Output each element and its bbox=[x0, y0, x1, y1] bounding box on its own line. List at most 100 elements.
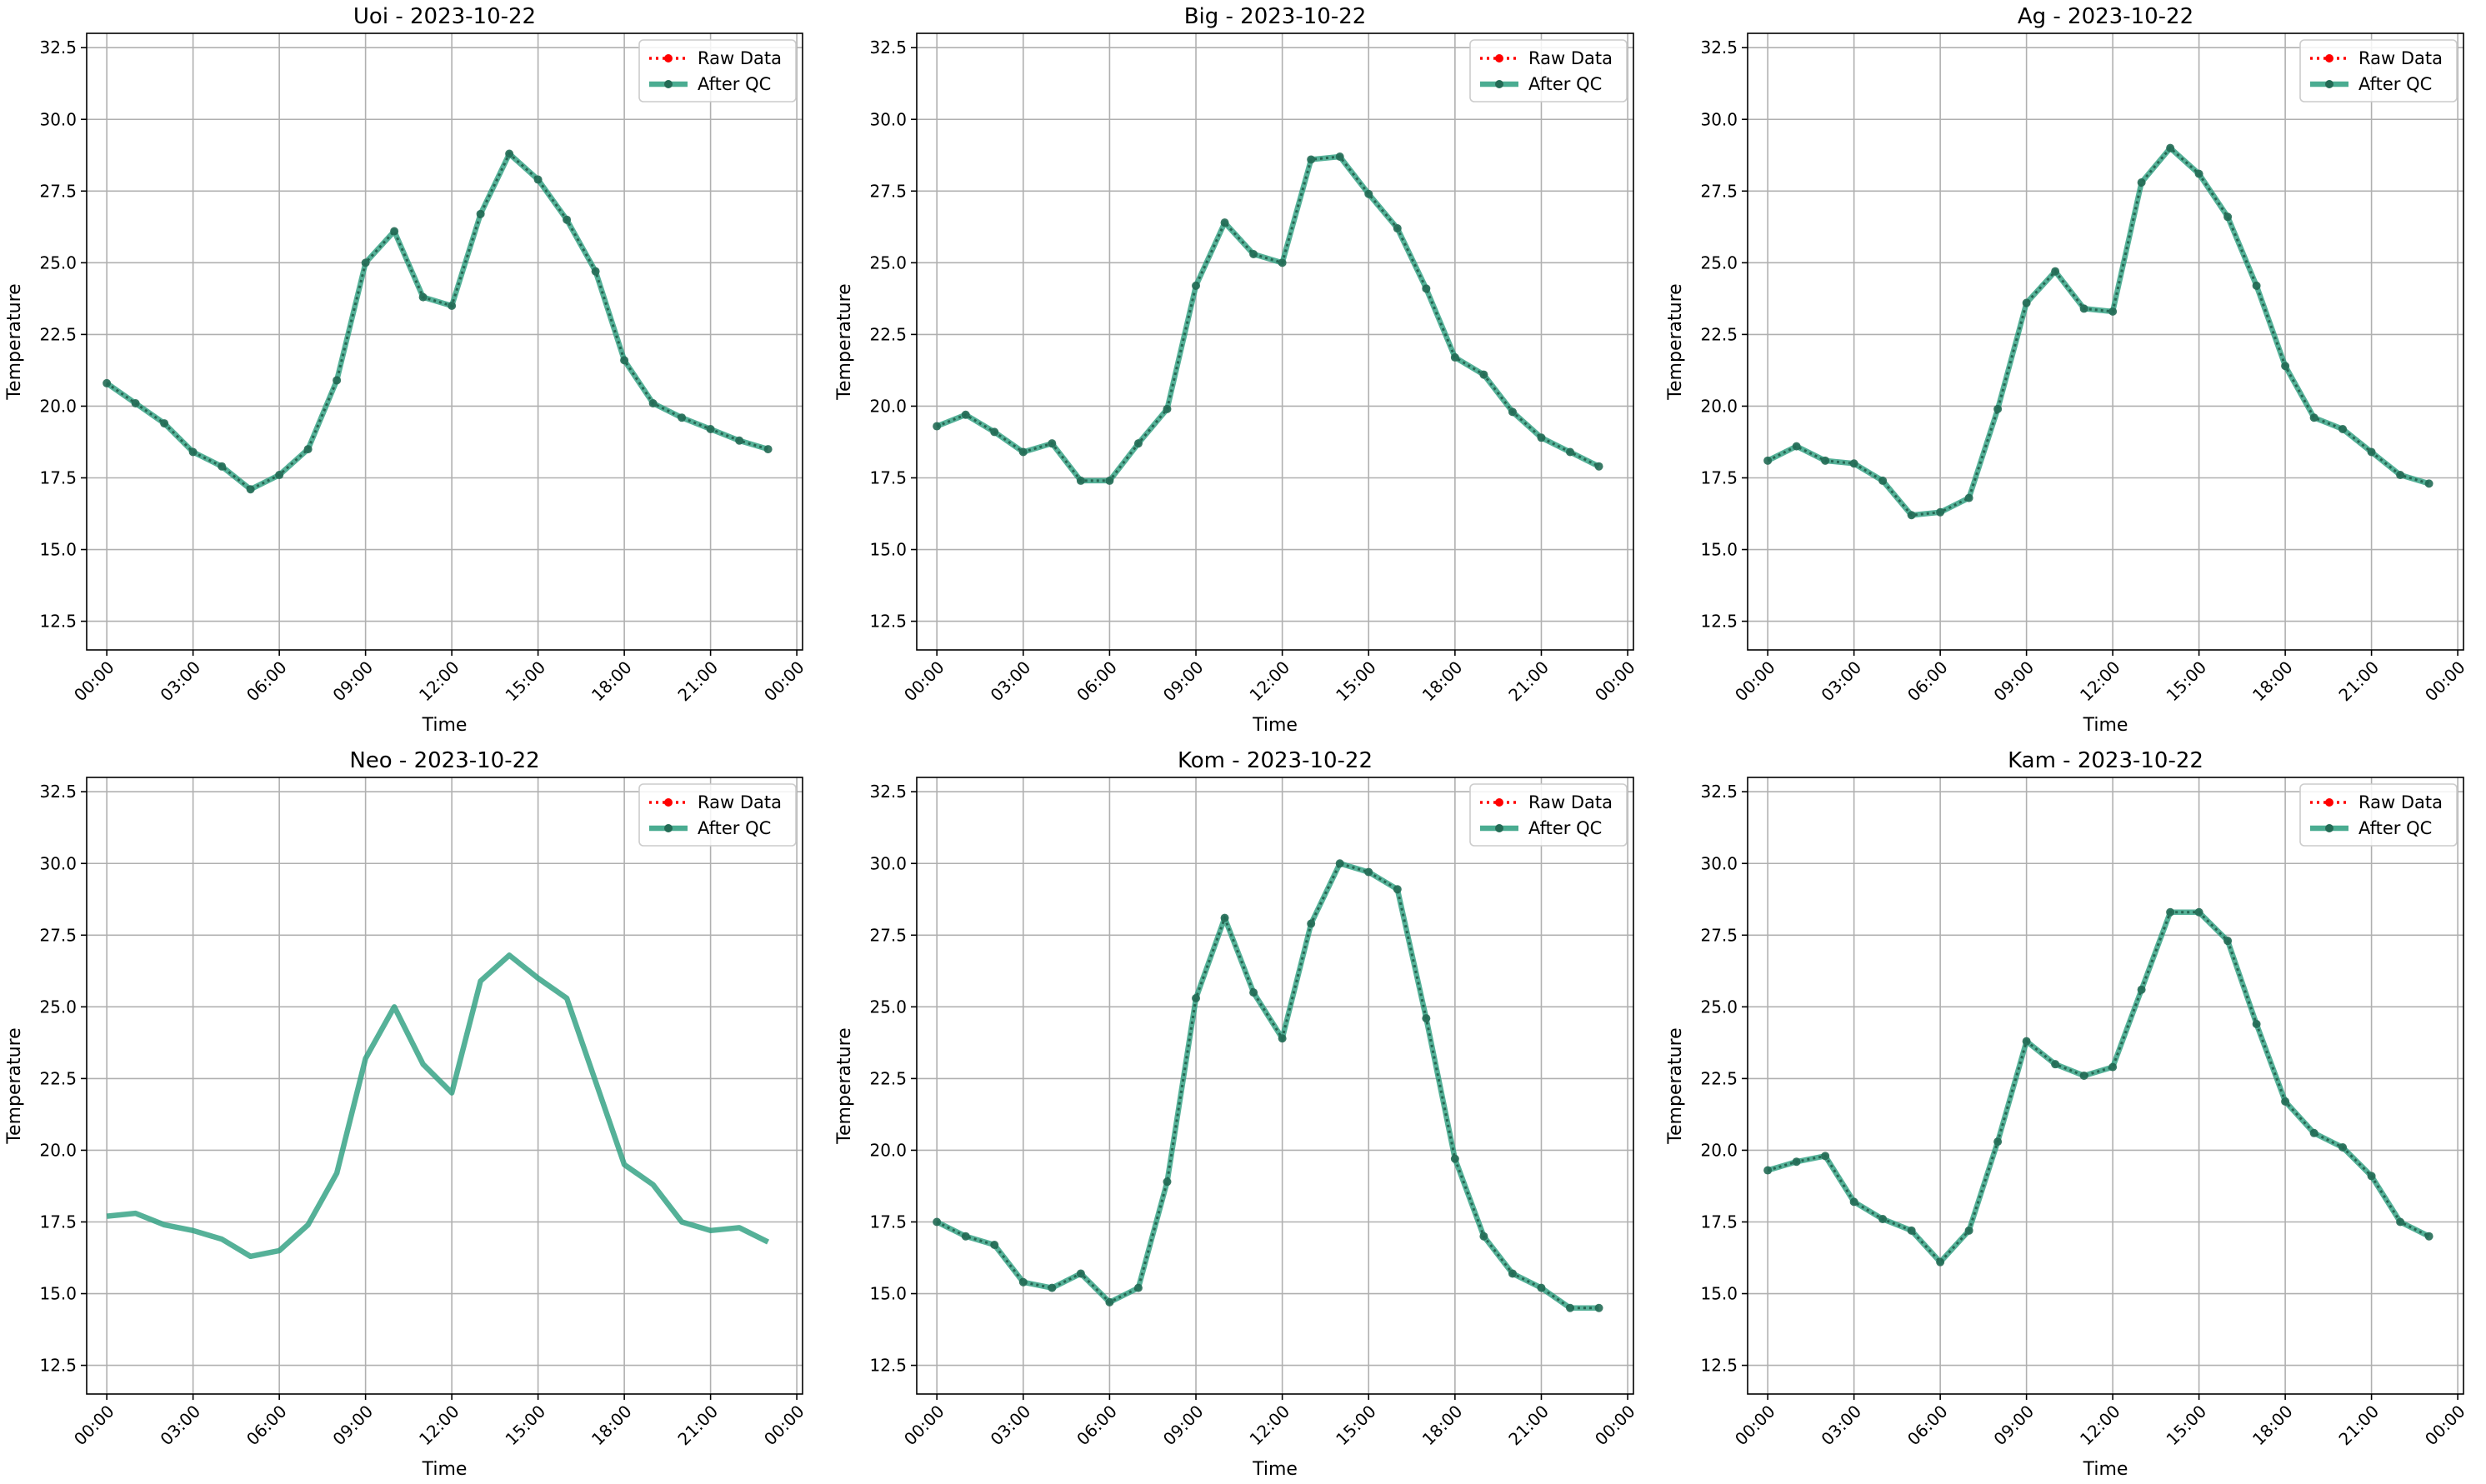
x-tick-label: 00:00 bbox=[70, 1402, 118, 1450]
legend-raw-label: Raw Data bbox=[1528, 792, 1613, 812]
legend: Raw Data After QC bbox=[1469, 39, 1628, 102]
x-tick-label: 00:00 bbox=[1591, 657, 1639, 706]
y-tick-label: 25.0 bbox=[869, 997, 907, 1017]
data-point bbox=[1105, 1297, 1114, 1307]
data-point bbox=[2309, 1128, 2318, 1137]
legend-raw-marker bbox=[2325, 798, 2333, 807]
y-tick-label: 25.0 bbox=[1700, 997, 1738, 1017]
chart-title: Kom - 2023-10-22 bbox=[1178, 748, 1373, 773]
data-point bbox=[1566, 447, 1575, 457]
data-point bbox=[1821, 1152, 1830, 1161]
chart-title: Big - 2023-10-22 bbox=[1184, 4, 1367, 29]
data-point bbox=[1393, 224, 1402, 233]
data-point bbox=[103, 378, 112, 387]
y-tick-label: 22.5 bbox=[869, 1068, 907, 1088]
data-point bbox=[1249, 250, 1258, 259]
data-point bbox=[1450, 352, 1459, 362]
axes-frame bbox=[86, 777, 803, 1395]
data-point bbox=[1278, 258, 1287, 267]
data-point bbox=[1076, 476, 1085, 485]
legend-raw-label: Raw Data bbox=[698, 792, 782, 812]
data-point bbox=[1018, 1277, 1028, 1287]
data-point bbox=[933, 422, 942, 431]
x-tick-label: 12:00 bbox=[415, 1402, 463, 1450]
data-point bbox=[1249, 988, 1258, 997]
data-point bbox=[1163, 1177, 1172, 1187]
data-point bbox=[1566, 1303, 1575, 1312]
data-point bbox=[2281, 1097, 2290, 1106]
y-tick-label: 22.5 bbox=[39, 1068, 77, 1088]
legend: Raw Data After QC bbox=[2299, 783, 2458, 847]
y-tick-label: 15.0 bbox=[869, 540, 907, 560]
data-point bbox=[2309, 413, 2318, 422]
legend-qc-label: After QC bbox=[698, 818, 771, 838]
axes-frame bbox=[1747, 777, 2464, 1395]
data-point bbox=[188, 447, 198, 457]
plot-area bbox=[103, 149, 773, 494]
y-tick-label: 25.0 bbox=[1700, 252, 1738, 272]
x-axis-label: Time bbox=[1252, 715, 1298, 736]
x-tick-label: 18:00 bbox=[588, 657, 636, 706]
data-point bbox=[2396, 471, 2405, 480]
legend-raw-label: Raw Data bbox=[698, 48, 782, 68]
data-point bbox=[1878, 1215, 1888, 1224]
x-axis-label: Time bbox=[1252, 1459, 1298, 1480]
legend-raw-marker bbox=[1495, 54, 1503, 62]
x-tick-label: 18:00 bbox=[2248, 1402, 2297, 1450]
data-point bbox=[2137, 177, 2146, 187]
data-point bbox=[620, 356, 629, 365]
data-point bbox=[1307, 919, 1316, 928]
y-tick-label: 15.0 bbox=[39, 540, 77, 560]
x-tick-label: 21:00 bbox=[2334, 657, 2383, 706]
data-point bbox=[1048, 439, 1057, 448]
data-point bbox=[1792, 442, 1801, 451]
grid bbox=[917, 777, 1633, 1394]
y-tick-label: 22.5 bbox=[869, 324, 907, 344]
x-tick-label: 00:00 bbox=[2421, 657, 2469, 706]
data-point bbox=[1048, 1283, 1057, 1292]
x-tick-label: 00:00 bbox=[2421, 1402, 2469, 1450]
data-point bbox=[591, 267, 600, 276]
x-tick-label: 12:00 bbox=[415, 657, 463, 706]
y-tick-label: 20.0 bbox=[39, 396, 77, 416]
data-point bbox=[1907, 511, 1916, 520]
data-point bbox=[390, 227, 399, 236]
legend-qc-label: After QC bbox=[1528, 74, 1602, 94]
y-tick-label: 30.0 bbox=[1700, 109, 1738, 129]
y-tick-label: 17.5 bbox=[1700, 467, 1738, 487]
x-tick-label: 21:00 bbox=[2334, 1402, 2383, 1450]
x-tick-label: 15:00 bbox=[1332, 657, 1380, 706]
data-point bbox=[2166, 143, 2175, 152]
legend-qc-marker bbox=[664, 824, 673, 832]
x-tick-label: 15:00 bbox=[2162, 657, 2210, 706]
data-point bbox=[2223, 212, 2233, 222]
data-point bbox=[1936, 1257, 1945, 1267]
y-axis-label: Temperature bbox=[834, 1027, 855, 1144]
data-point bbox=[1220, 218, 1229, 227]
y-tick-label: 30.0 bbox=[39, 109, 77, 129]
legend-qc-marker bbox=[1495, 80, 1503, 88]
data-point bbox=[1936, 507, 1945, 517]
y-axis-label: Temperature bbox=[834, 283, 855, 400]
y-tick-label: 20.0 bbox=[869, 396, 907, 416]
y-axis-label: Temperature bbox=[4, 283, 25, 400]
y-tick-label: 20.0 bbox=[1700, 1140, 1738, 1160]
axes-frame bbox=[916, 32, 1634, 651]
x-tick-label: 00:00 bbox=[900, 657, 948, 706]
y-tick-label: 12.5 bbox=[39, 1356, 77, 1376]
legend-qc-marker bbox=[2325, 80, 2333, 88]
legend-raw-label: Raw Data bbox=[2358, 792, 2443, 812]
y-tick-label: 25.0 bbox=[39, 252, 77, 272]
data-point bbox=[418, 292, 428, 302]
y-tick-label: 17.5 bbox=[39, 467, 77, 487]
y-tick-label: 27.5 bbox=[869, 181, 907, 201]
y-tick-label: 12.5 bbox=[869, 612, 907, 632]
x-tick-label: 00:00 bbox=[1731, 1402, 1779, 1450]
y-tick-label: 17.5 bbox=[1700, 1212, 1738, 1232]
legend-qc-marker bbox=[1495, 824, 1503, 832]
data-point bbox=[2338, 1143, 2348, 1152]
x-tick-label: 09:00 bbox=[1989, 657, 2038, 706]
chart-panel-5: 12.5 15.0 17.5 20.0 22.5 25.0 27.5 30.0 32.5 00:0… bbox=[834, 748, 1639, 1480]
x-axis-label: Time bbox=[2083, 715, 2128, 736]
data-point bbox=[1964, 1226, 1973, 1235]
